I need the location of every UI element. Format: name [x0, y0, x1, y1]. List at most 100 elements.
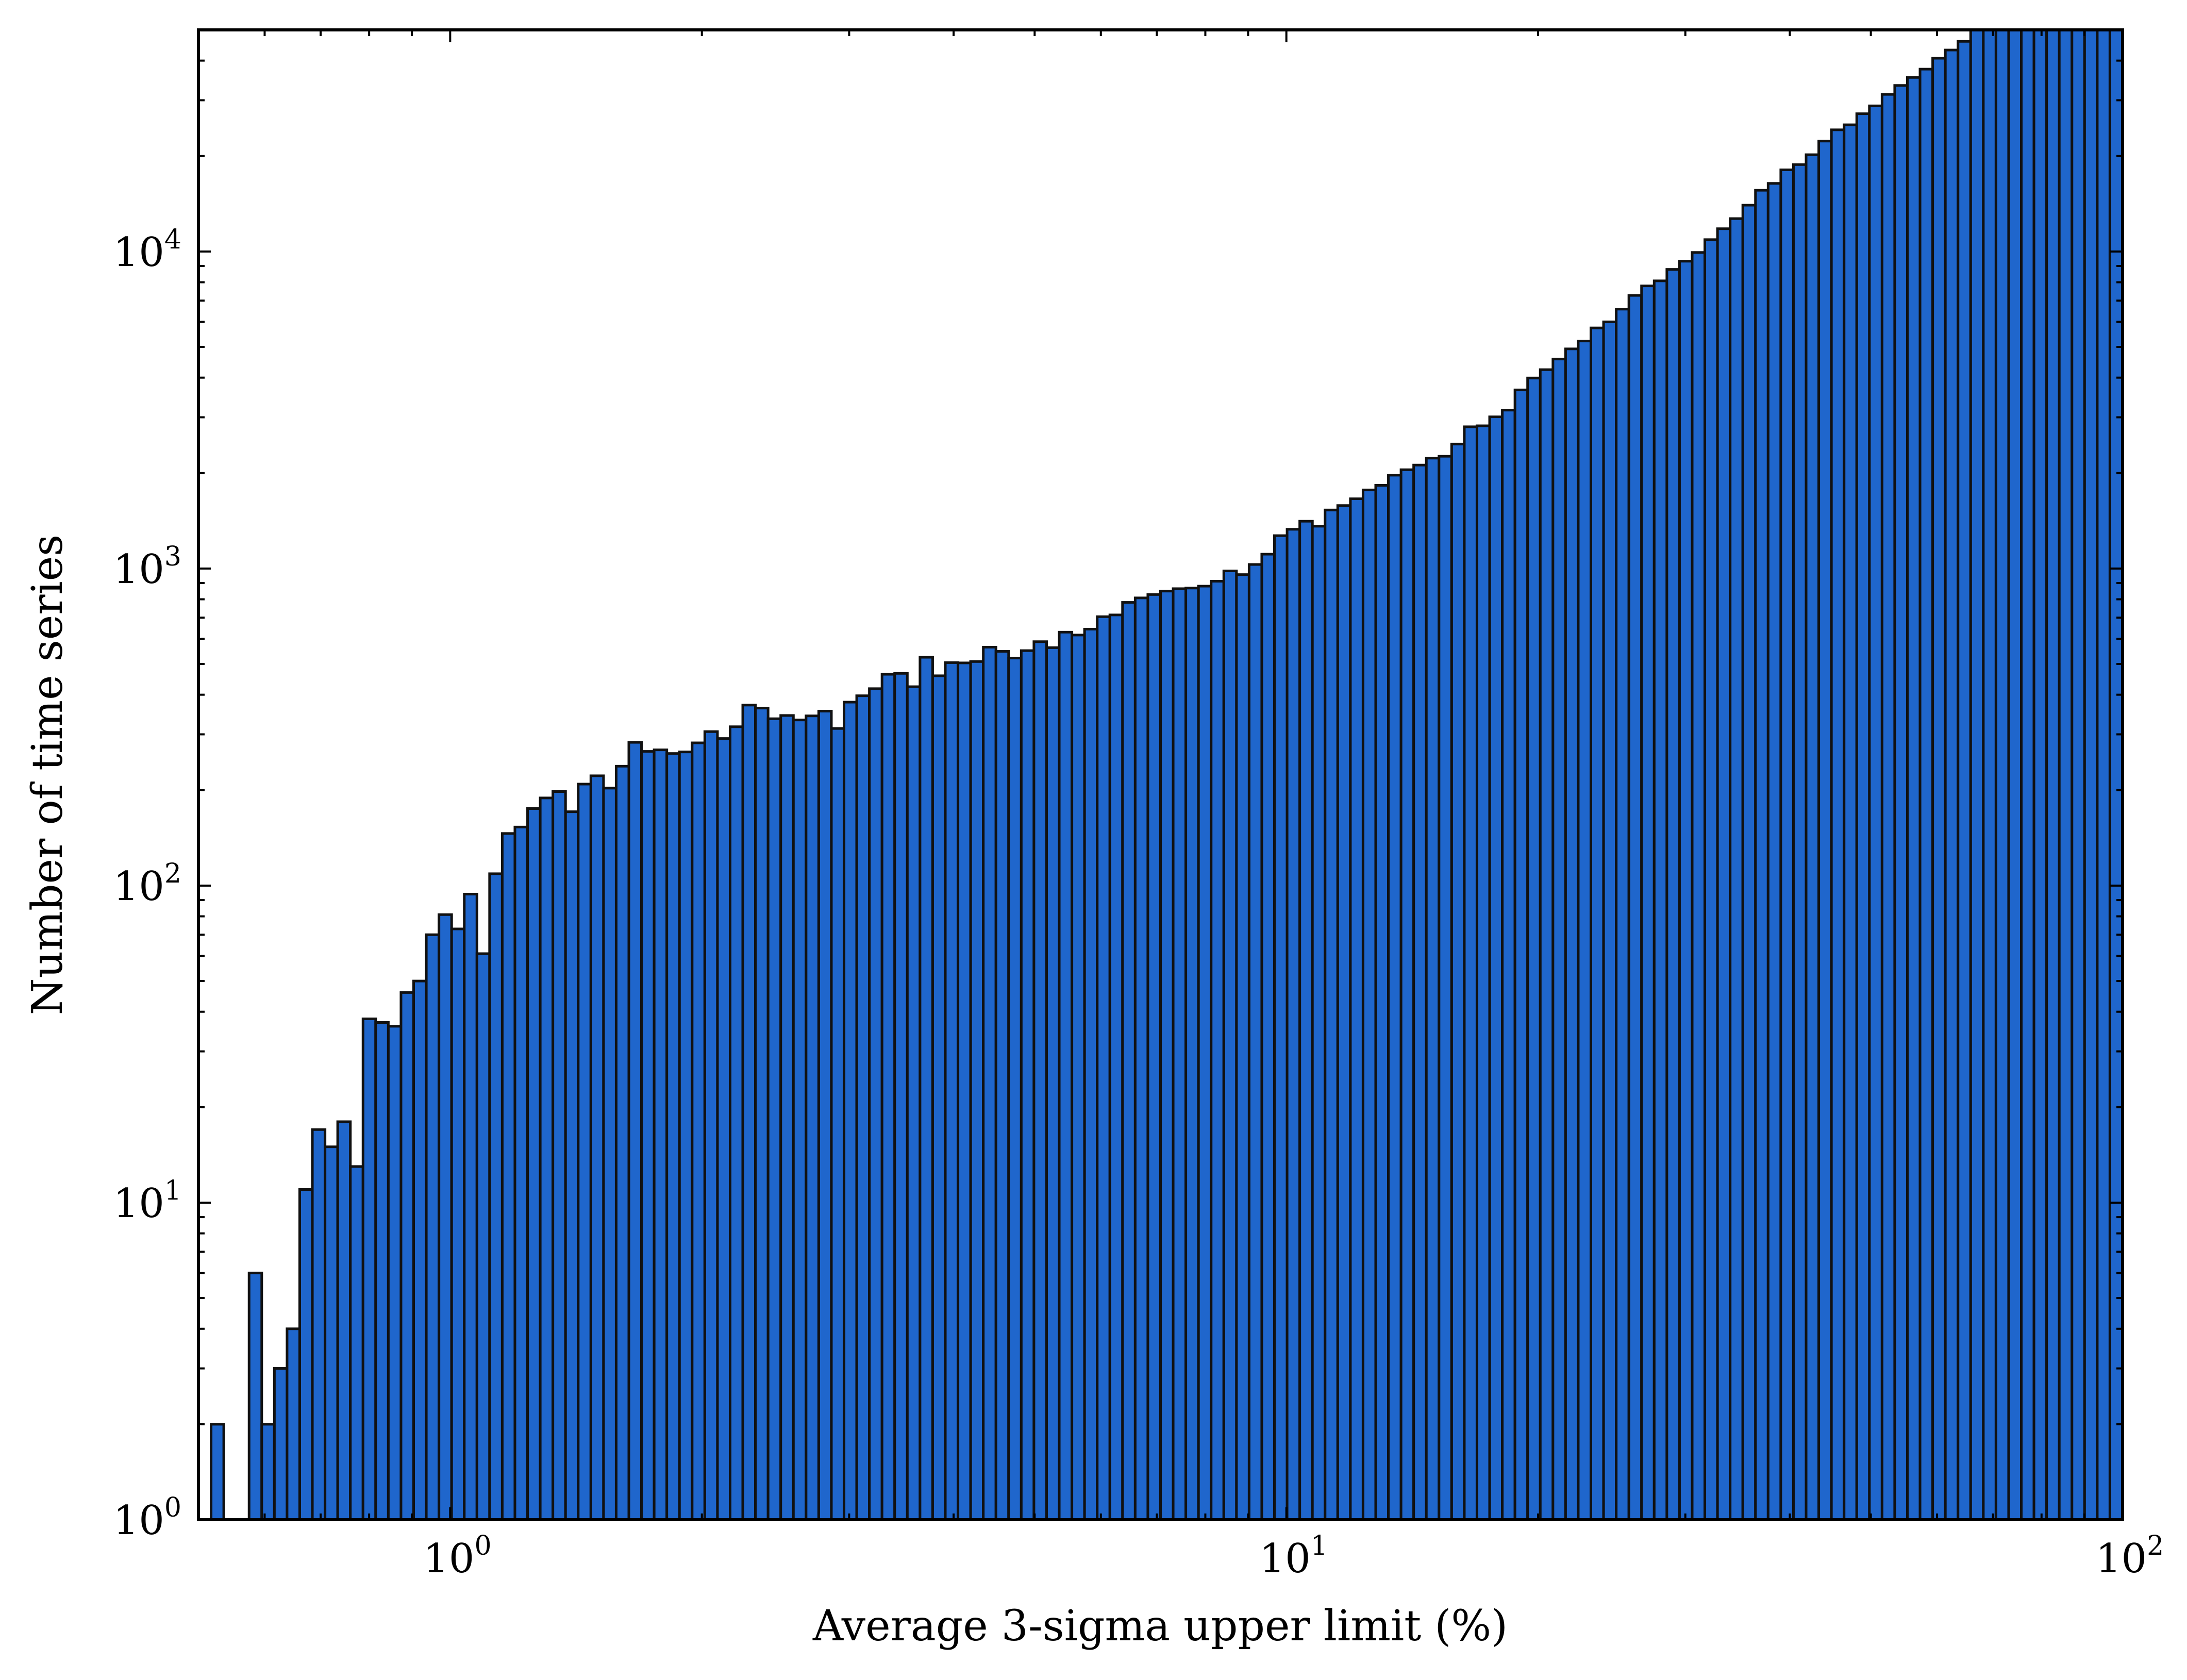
histogram-bar — [766, 717, 782, 1521]
histogram-bar — [741, 704, 757, 1521]
y-axis-title: Number of time series — [23, 535, 72, 1016]
histogram-bar — [1222, 569, 1238, 1521]
histogram-bar — [1792, 163, 1808, 1521]
histogram-bar — [1969, 28, 1985, 1521]
histogram-bar — [1450, 442, 1466, 1521]
histogram-bar — [969, 660, 985, 1521]
histogram-bar — [1210, 580, 1225, 1521]
y-tick-label: 103 — [113, 541, 181, 593]
histogram-bar — [830, 727, 846, 1521]
histogram-bar — [273, 1367, 289, 1521]
histogram-bar — [1704, 238, 1719, 1521]
histogram-bar — [1830, 128, 1846, 1521]
histogram-bar — [311, 1128, 327, 1521]
histogram-bar — [1691, 251, 1707, 1521]
histogram-bar — [399, 991, 415, 1521]
x-tick-label: 100 — [423, 1531, 491, 1582]
histogram-bar — [247, 1271, 263, 1521]
histogram-bar — [1096, 615, 1111, 1521]
histogram-bar — [1729, 217, 1744, 1521]
histogram-bar — [1273, 534, 1289, 1521]
histogram-bar — [1045, 646, 1061, 1521]
histogram-bar — [931, 674, 947, 1521]
histogram-bar — [513, 825, 529, 1521]
histogram-bar — [1590, 326, 1605, 1521]
histogram-bar — [552, 790, 567, 1521]
x-tick-label: 101 — [1260, 1531, 1328, 1582]
histogram-bar — [1311, 525, 1327, 1521]
histogram-bar — [298, 1188, 314, 1521]
histogram-bar — [210, 1423, 225, 1521]
histogram-bar — [2071, 28, 2086, 1521]
histogram-bar — [919, 656, 934, 1521]
histogram-bar — [1286, 528, 1301, 1521]
histogram-bar — [1475, 424, 1491, 1521]
histogram-bar — [792, 719, 808, 1521]
histogram-bar — [665, 752, 681, 1521]
histogram-bar — [488, 872, 504, 1521]
histogram-bar — [1133, 596, 1149, 1521]
histogram-bar — [1020, 649, 1036, 1521]
histogram-bar — [703, 730, 719, 1521]
histogram-bar — [1982, 28, 1997, 1521]
histogram-bar — [463, 892, 478, 1521]
y-tick-label: 101 — [113, 1175, 181, 1227]
histogram-bar — [438, 913, 453, 1521]
tick-labels-group: 100 101 102 100 101 102 103 104 — [113, 224, 2164, 1582]
histogram-bar — [1627, 294, 1643, 1521]
histogram-bar — [1577, 340, 1593, 1521]
histogram-bar — [1146, 593, 1162, 1521]
bars-group — [210, 28, 2124, 1521]
histogram-bar — [944, 661, 960, 1521]
histogram-bar — [1032, 640, 1048, 1521]
histogram-bar — [412, 979, 428, 1521]
histogram-bar — [1513, 388, 1529, 1521]
histogram-bar — [1071, 634, 1086, 1521]
histogram-bar — [855, 694, 871, 1521]
histogram-bar — [1058, 630, 1074, 1521]
histogram-bar — [2020, 28, 2035, 1521]
histogram-bar — [336, 1120, 352, 1521]
histogram-bar — [1121, 601, 1137, 1521]
histogram-bar — [1754, 189, 1769, 1521]
histogram-bar — [716, 737, 731, 1521]
histogram-bar — [1336, 504, 1352, 1521]
histogram-bar — [2096, 28, 2111, 1521]
histogram-bar — [640, 750, 656, 1521]
histogram-bar — [577, 783, 592, 1521]
histogram-bar — [1551, 357, 1567, 1521]
histogram-bar — [1615, 308, 1630, 1521]
histogram-bar — [1652, 279, 1668, 1521]
histogram-bar — [1425, 457, 1441, 1521]
histogram-bar — [1399, 468, 1415, 1521]
histogram-bar — [1665, 268, 1681, 1521]
histogram-bar — [1843, 123, 1858, 1521]
histogram-bar — [1324, 508, 1339, 1521]
histogram-bar — [906, 685, 922, 1521]
histogram-bar — [982, 645, 997, 1521]
histogram-bar — [1805, 153, 1821, 1521]
histogram-bar — [539, 796, 555, 1521]
histogram-bar — [2058, 28, 2074, 1521]
histogram-bar — [349, 1165, 364, 1521]
histogram-bar — [1007, 657, 1023, 1521]
x-tick-label: 102 — [2096, 1531, 2164, 1582]
histogram-bar — [374, 1021, 390, 1521]
histogram-bar — [1463, 425, 1478, 1521]
histogram-bar — [843, 701, 858, 1521]
histogram-bar — [475, 952, 491, 1521]
histogram-bar — [564, 810, 580, 1521]
histogram-bar — [602, 787, 617, 1521]
y-tick-label: 102 — [113, 858, 181, 910]
histogram-bar — [1602, 320, 1618, 1521]
histogram-bar — [1880, 93, 1896, 1521]
histogram-bar — [361, 1017, 377, 1521]
histogram-bar — [817, 710, 833, 1521]
histogram-bar — [1108, 613, 1124, 1521]
histogram-bar — [1766, 182, 1782, 1521]
histogram-bar — [2007, 28, 2023, 1521]
histogram-bar — [880, 673, 896, 1521]
histogram-bar — [1488, 415, 1504, 1521]
histogram-bar — [614, 764, 630, 1521]
